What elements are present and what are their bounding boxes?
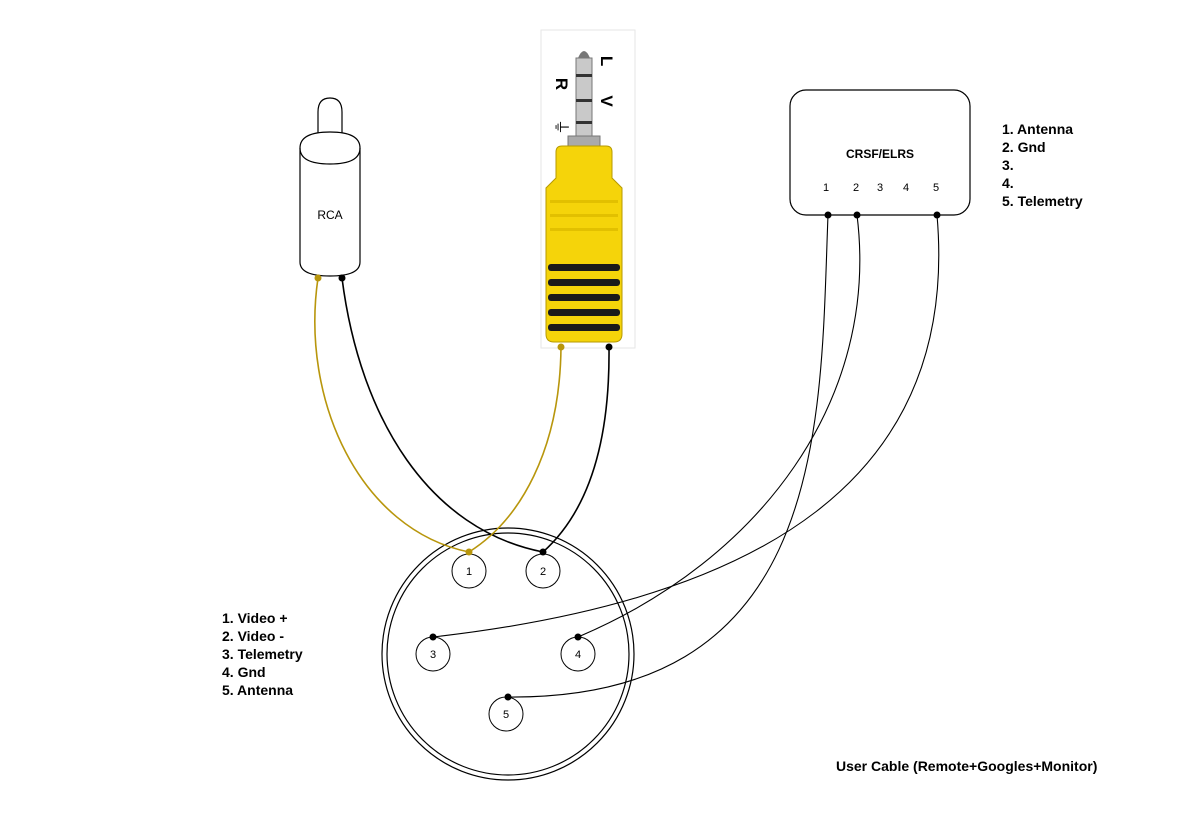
wire-telemetry [432, 214, 940, 638]
wire-endpoints [314, 211, 941, 701]
jack-label-v: V [597, 95, 616, 107]
module-legend-item: 3. [1002, 157, 1014, 173]
connector-pin-label: 5 [503, 709, 509, 721]
connector-pin-label: 2 [540, 566, 546, 578]
crsf-elrs-module: CRSF/ELRS 1 2 3 4 5 [789, 89, 971, 216]
connector-pin-label: 1 [466, 566, 472, 578]
connector-legend-item: 5. Antenna [222, 682, 293, 698]
wire-rca-video-minus [341, 277, 544, 553]
module-legend-item: 2. Gnd [1002, 139, 1046, 155]
connector-pin-label: 3 [430, 649, 436, 661]
wire-gnd [577, 214, 861, 638]
module-pin-label: 1 [823, 182, 829, 194]
rca-label: RCA [317, 208, 342, 222]
jack-grip-stripes [548, 200, 620, 331]
connector-legend-item: 4. Gnd [222, 664, 266, 680]
wire-rca-video-plus [314, 277, 470, 553]
rca-plug: RCA [299, 97, 361, 277]
diagram-caption: User Cable (Remote+Googles+Monitor) [836, 758, 1097, 774]
module-legend-item: 1. Antenna [1002, 121, 1073, 137]
module-legend-item: 5. Telemetry [1002, 193, 1083, 209]
wire-antenna [507, 214, 829, 698]
module-legend: 1. Antenna 2. Gnd 3. 4. 5. Telemetry [1002, 121, 1083, 209]
five-pin-connector: 1 2 3 4 5 [381, 527, 635, 781]
module-pin-label: 5 [933, 182, 939, 194]
module-pin-label: 4 [903, 182, 909, 194]
wire-jack-video-plus [468, 346, 562, 553]
jack-label-r: R [552, 78, 571, 90]
jack-label-l: L [597, 56, 616, 66]
module-wires [432, 214, 940, 698]
module-legend-item: 4. [1002, 175, 1014, 191]
module-title: CRSF/ELRS [846, 147, 914, 161]
jack-ground-icon: ⏚ [552, 119, 570, 135]
module-pin-label: 3 [877, 182, 883, 194]
connector-legend-item: 2. Video - [222, 628, 284, 644]
connector-pin-label: 4 [575, 649, 581, 661]
audio-jack: L V R ⏚ [540, 29, 636, 349]
wires [314, 277, 610, 553]
wire-jack-video-minus [542, 346, 610, 553]
connector-legend-item: 1. Video + [222, 610, 288, 626]
connector-legend-item: 3. Telemetry [222, 646, 303, 662]
connector-legend: 1. Video + 2. Video - 3. Telemetry 4. Gn… [222, 610, 303, 698]
module-pin-label: 2 [853, 182, 859, 194]
